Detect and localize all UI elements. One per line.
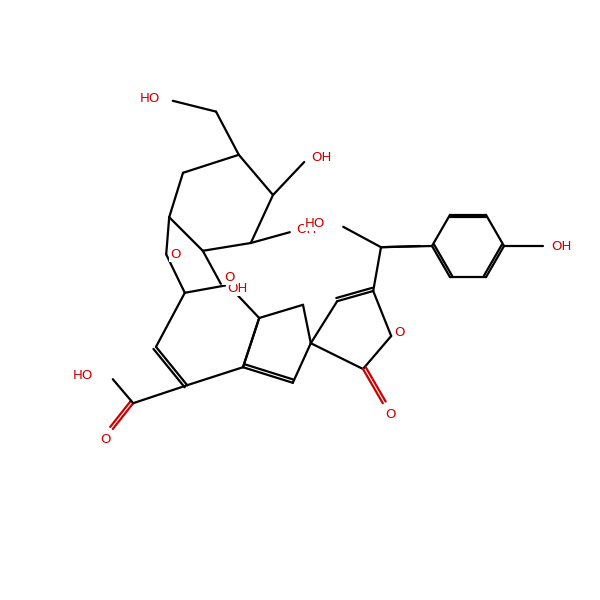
- Text: O: O: [394, 326, 405, 339]
- Text: O: O: [224, 271, 235, 284]
- Text: OH: OH: [227, 282, 248, 295]
- Text: O: O: [100, 433, 111, 446]
- Text: OH: OH: [311, 151, 331, 164]
- Text: HO: HO: [305, 217, 325, 230]
- Text: O: O: [170, 248, 181, 261]
- Text: O: O: [385, 407, 395, 421]
- Text: OH: OH: [296, 223, 317, 236]
- Text: HO: HO: [73, 369, 94, 382]
- Text: OH: OH: [551, 239, 571, 253]
- Text: HO: HO: [140, 92, 160, 105]
